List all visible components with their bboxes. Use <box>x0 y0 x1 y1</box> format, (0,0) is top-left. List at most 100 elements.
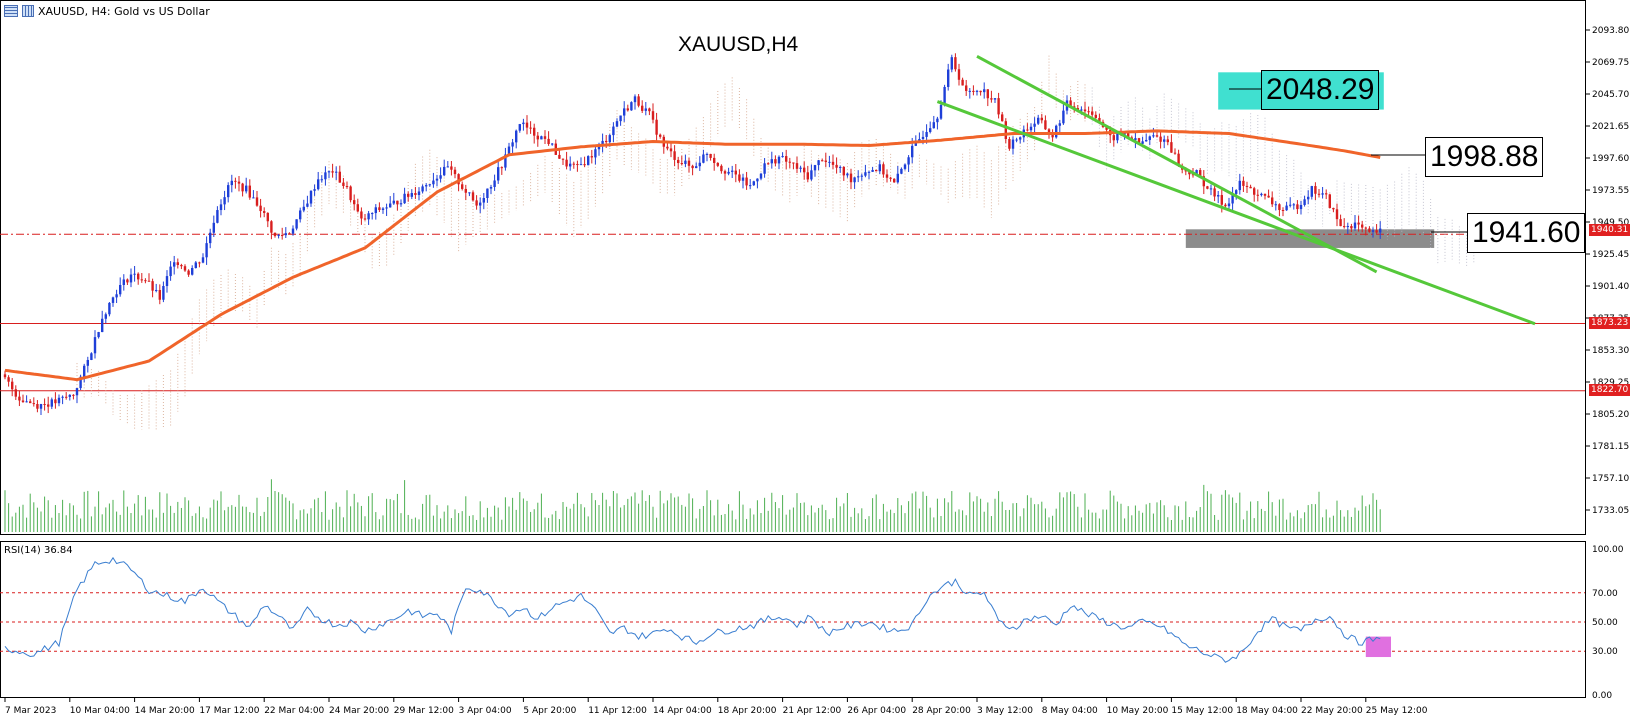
candle-body <box>824 160 827 162</box>
candle-body <box>968 90 971 92</box>
chart-title: XAUUSD,H4 <box>678 33 799 56</box>
candle-body <box>439 175 442 179</box>
time-tick-label: 18 May 04:00 <box>1236 706 1298 716</box>
candle-body <box>90 353 93 360</box>
candle-body <box>1328 194 1331 208</box>
candle-body <box>3 374 7 378</box>
candle-body <box>655 119 658 135</box>
candle-body <box>831 161 835 165</box>
candle-body <box>975 90 979 92</box>
candle-body <box>518 124 521 131</box>
candle-body <box>738 174 741 181</box>
candle-body <box>1271 197 1274 205</box>
candle-body <box>849 173 853 183</box>
candle-body <box>954 57 957 70</box>
candle-body <box>641 105 644 111</box>
time-tick-label: 14 Apr 04:00 <box>653 706 712 716</box>
price-tick-label: 1997.60 <box>1592 154 1629 164</box>
candle-body <box>306 203 309 207</box>
candle-body <box>43 404 46 406</box>
candle-body <box>461 184 464 189</box>
candle-body <box>1037 117 1040 124</box>
candle-body <box>1029 126 1033 131</box>
time-tick-label: 25 May 12:00 <box>1366 706 1428 716</box>
candle-body <box>561 158 565 160</box>
candle-body <box>1026 129 1029 131</box>
candle-body <box>673 151 676 160</box>
candle-body <box>162 286 165 300</box>
candle-body <box>788 161 791 163</box>
candle-body <box>270 221 273 233</box>
candle-body <box>1278 204 1281 210</box>
candle-body <box>317 179 320 190</box>
candle-body <box>882 164 885 175</box>
chart-menu-icon[interactable] <box>4 5 18 17</box>
candle-body <box>813 165 817 171</box>
candle-body <box>57 397 61 404</box>
candle-body <box>320 179 323 181</box>
candle-body <box>540 136 543 140</box>
candle-body <box>1209 188 1213 190</box>
candle-body <box>1051 133 1054 138</box>
candle-body <box>381 208 385 210</box>
candle-body <box>183 266 187 271</box>
rsi-tick-label: 100.00 <box>1592 545 1624 555</box>
candle-body <box>727 171 730 174</box>
candle-body <box>608 135 611 143</box>
candle-body <box>839 166 842 168</box>
candle-body <box>507 146 511 155</box>
candle-body <box>1105 126 1108 130</box>
candle-body <box>1080 109 1083 111</box>
candle-body <box>1260 193 1263 196</box>
candle-body <box>392 200 395 204</box>
candle-body <box>1296 204 1299 210</box>
time-tick-label: 7 Mar 2023 <box>5 706 56 716</box>
rsi-marker <box>1365 636 1391 658</box>
candle-body <box>227 185 230 198</box>
candle-body <box>644 108 647 111</box>
candle-body <box>680 163 683 165</box>
candle-body <box>65 396 68 398</box>
candle-body <box>111 297 115 303</box>
candle-body <box>1245 185 1249 187</box>
candle-body <box>576 164 579 166</box>
rsi-pane-frame <box>0 541 1586 698</box>
candle-body <box>533 127 536 136</box>
candle-body <box>205 243 208 258</box>
candle-body <box>25 401 28 403</box>
candle-body <box>378 207 381 210</box>
candle-body <box>810 170 813 180</box>
candle-body <box>713 157 716 163</box>
candle-body <box>435 178 439 181</box>
candle-body <box>349 186 352 201</box>
time-tick-label: 10 Mar 04:00 <box>70 706 130 716</box>
candle-body <box>115 294 118 298</box>
candle-body <box>648 108 651 112</box>
candle-body <box>72 394 75 396</box>
rsi-tick-label: 30.00 <box>1592 647 1618 657</box>
candle-body <box>950 57 953 70</box>
candle-body <box>1285 205 1288 211</box>
candle-body <box>212 222 215 233</box>
candle-body <box>759 173 763 179</box>
candle-body <box>345 185 349 187</box>
candle-body <box>101 318 104 333</box>
candle-body <box>903 164 907 169</box>
candle-body <box>932 122 935 129</box>
candle-body <box>752 181 755 186</box>
candle-body <box>871 169 874 172</box>
candle-body <box>983 89 986 93</box>
candle-body <box>50 399 53 407</box>
candle-body <box>896 173 899 183</box>
candle-body <box>867 171 871 173</box>
candle-body <box>1357 222 1360 225</box>
time-tick-label: 8 May 04:00 <box>1042 706 1098 716</box>
chart-window-icon[interactable] <box>22 5 34 17</box>
candle-body <box>133 273 136 275</box>
candle-body <box>943 86 946 105</box>
candle-body <box>414 193 417 196</box>
candle-body <box>486 188 489 199</box>
rsi-tick-label: 50.00 <box>1592 618 1618 628</box>
candle-body <box>1008 139 1011 149</box>
candle-body <box>515 130 518 143</box>
